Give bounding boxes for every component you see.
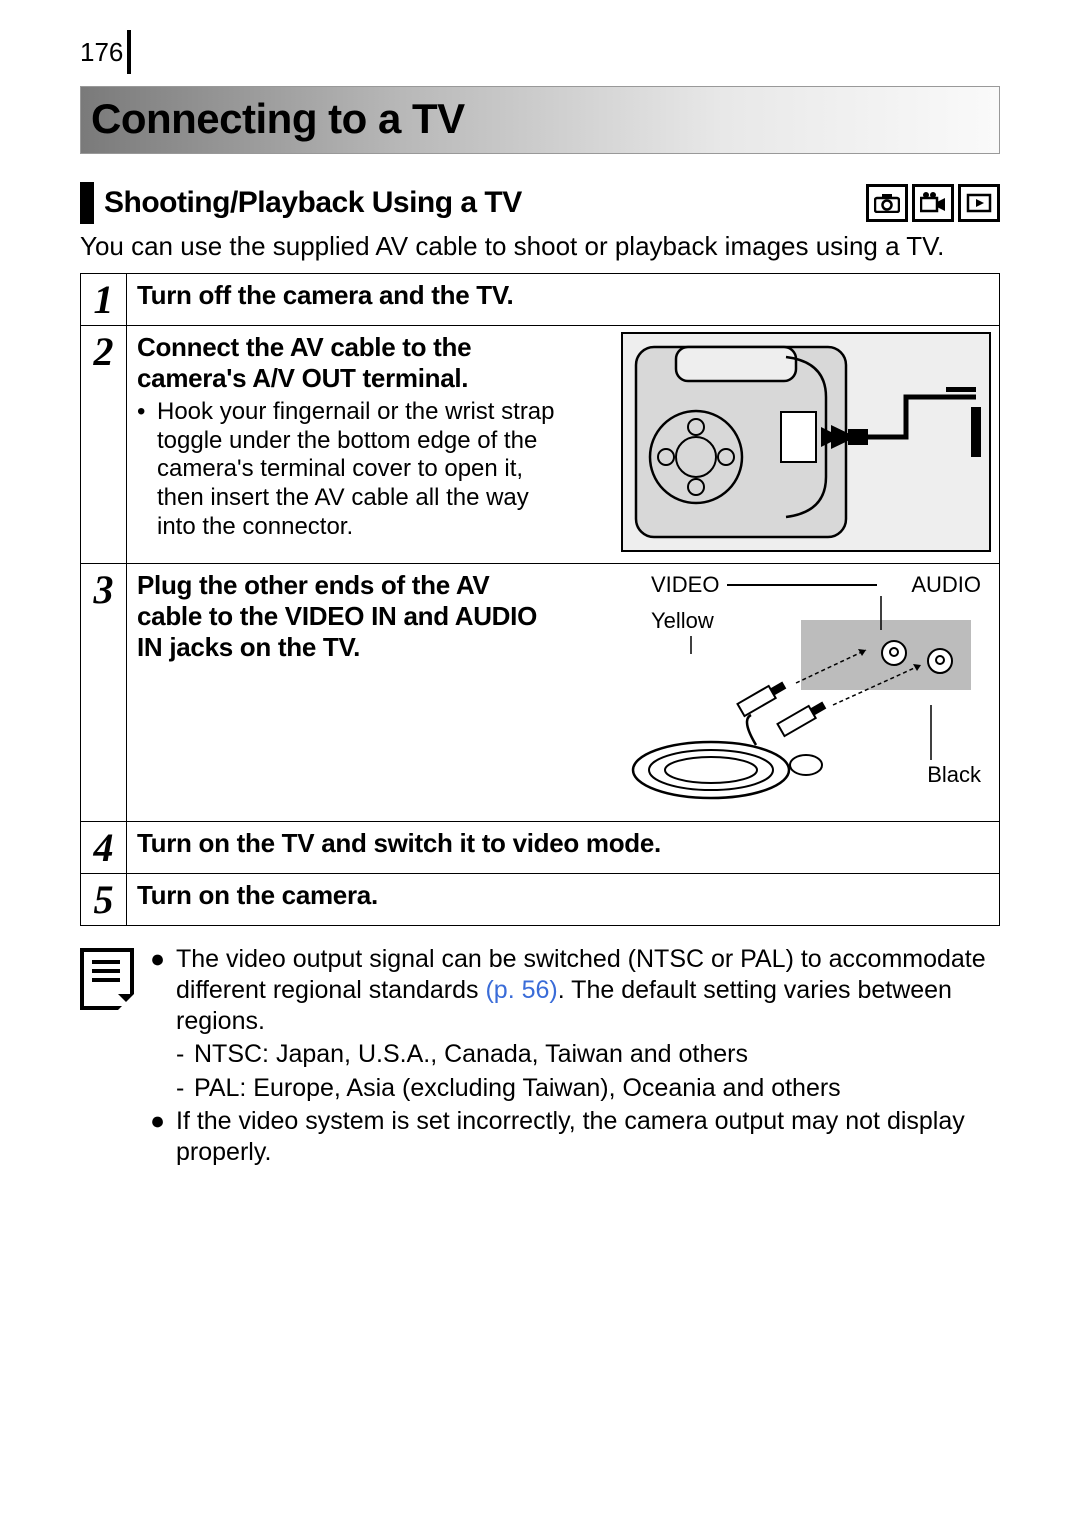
step-row: 1 Turn off the camera and the TV. — [81, 273, 1000, 325]
page-number: 176 — [80, 37, 123, 68]
step-number: 4 — [81, 821, 127, 873]
note-text: If the video system is set incorrectly, … — [176, 1106, 1000, 1169]
section-accent-bar — [80, 182, 94, 224]
note-bullet: ● The video output signal can be switche… — [150, 944, 1000, 1038]
camera-terminal-figure — [621, 332, 991, 552]
section-title: Shooting/Playback Using a TV — [104, 186, 522, 220]
step-number: 2 — [81, 325, 127, 563]
note-icon — [80, 948, 134, 1010]
note-sub-list: -NTSC: Japan, U.S.A., Canada, Taiwan and… — [176, 1039, 1000, 1104]
step-title: Turn off the camera and the TV. — [137, 280, 989, 311]
step-number: 3 — [81, 563, 127, 821]
page-number-divider — [127, 30, 131, 74]
step-row: 5 Turn on the camera. — [81, 873, 1000, 925]
mode-icons — [866, 184, 1000, 222]
step-number: 5 — [81, 873, 127, 925]
note-sub-text: PAL: Europe, Asia (excluding Taiwan), Oc… — [194, 1073, 841, 1104]
step-title: Plug the other ends of the AV cable to t… — [137, 570, 557, 664]
section-header-row: Shooting/Playback Using a TV — [80, 182, 1000, 224]
step-title: Connect the AV cable to the camera's A/V… — [137, 332, 557, 394]
step-title: Turn on the TV and switch it to video mo… — [137, 828, 989, 859]
step-description: •Hook your fingernail or the wrist strap… — [137, 398, 557, 542]
note-sub-text: NTSC: Japan, U.S.A., Canada, Taiwan and … — [194, 1039, 748, 1070]
playback-mode-icon — [958, 184, 1000, 222]
step-desc-text: Hook your fingernail or the wrist strap … — [157, 398, 557, 542]
step-body: Connect the AV cable to the camera's A/V… — [127, 325, 1000, 563]
notes-body: ● The video output signal can be switche… — [150, 944, 1000, 1171]
step-body: Turn on the camera. — [127, 873, 1000, 925]
intro-text: You can use the supplied AV cable to sho… — [80, 230, 1000, 263]
step-row: 4 Turn on the TV and switch it to video … — [81, 821, 1000, 873]
step-row: 2 Connect the AV cable to the camera's A… — [81, 325, 1000, 563]
step-body: Plug the other ends of the AV cable to t… — [127, 563, 1000, 821]
step-row: 3 Plug the other ends of the AV cable to… — [81, 563, 1000, 821]
main-title: Connecting to a TV — [91, 95, 989, 143]
note-sub-item: -NTSC: Japan, U.S.A., Canada, Taiwan and… — [176, 1039, 1000, 1070]
note-bullet: ● If the video system is set incorrectly… — [150, 1106, 1000, 1169]
camera-mode-icon — [866, 184, 908, 222]
step-body: Turn on the TV and switch it to video mo… — [127, 821, 1000, 873]
notes-block: ● The video output signal can be switche… — [80, 944, 1000, 1171]
movie-mode-icon — [912, 184, 954, 222]
step-number: 1 — [81, 273, 127, 325]
section-header-left: Shooting/Playback Using a TV — [80, 182, 522, 224]
steps-table: 1 Turn off the camera and the TV. 2 Conn… — [80, 273, 1000, 926]
page-ref-link[interactable]: (p. 56) — [485, 976, 557, 1004]
page-number-row: 176 — [80, 30, 1000, 74]
main-title-bar: Connecting to a TV — [80, 86, 1000, 154]
note-sub-item: -PAL: Europe, Asia (excluding Taiwan), O… — [176, 1073, 1000, 1104]
av-cable-figure: VIDEO AUDIO Yellow Black — [621, 570, 991, 810]
step-title: Turn on the camera. — [137, 880, 989, 911]
note-text: The video output signal can be switched … — [176, 944, 1000, 1038]
step-body: Turn off the camera and the TV. — [127, 273, 1000, 325]
cable-figure-svg — [621, 570, 991, 810]
